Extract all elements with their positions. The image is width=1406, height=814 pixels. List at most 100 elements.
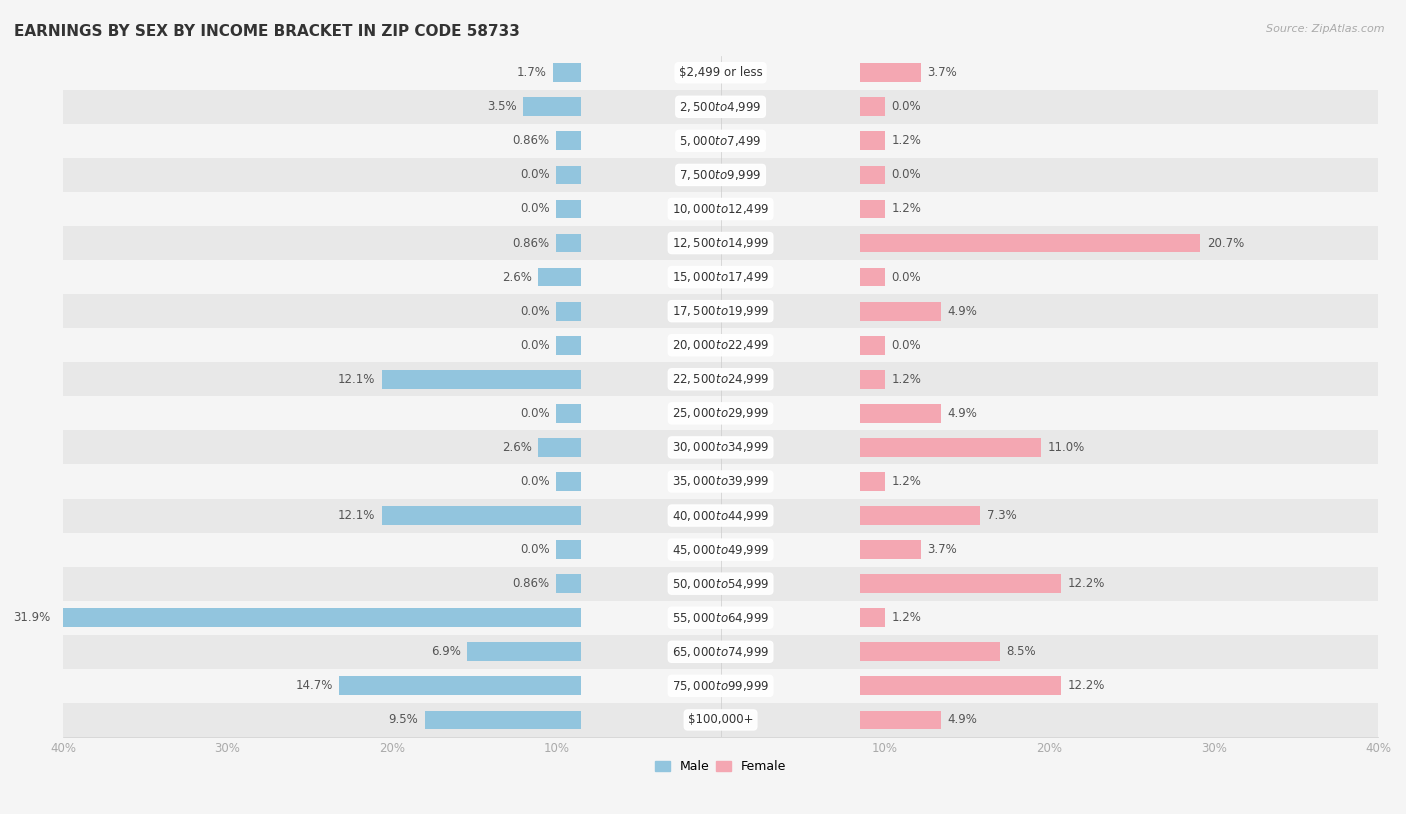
Bar [538,438,581,457]
Bar [63,294,1378,328]
Text: 0.86%: 0.86% [513,237,550,250]
Text: $50,000 to $54,999: $50,000 to $54,999 [672,576,769,591]
Text: 14.7%: 14.7% [295,680,333,693]
Bar [63,635,1378,669]
Bar [538,268,581,287]
Text: $20,000 to $22,499: $20,000 to $22,499 [672,339,769,352]
Bar [557,302,581,321]
Bar [860,165,884,184]
Text: $25,000 to $29,999: $25,000 to $29,999 [672,406,769,420]
Bar [63,90,1378,124]
Text: 0.0%: 0.0% [520,475,550,488]
Text: $55,000 to $64,999: $55,000 to $64,999 [672,610,769,624]
Bar [557,472,581,491]
Text: 0.0%: 0.0% [520,168,550,182]
Bar [557,199,581,218]
Bar [557,165,581,184]
Text: $45,000 to $49,999: $45,000 to $49,999 [672,543,769,557]
Text: 7.3%: 7.3% [987,509,1017,522]
Text: $40,000 to $44,999: $40,000 to $44,999 [672,509,769,523]
Bar [860,506,980,525]
Bar [63,226,1378,260]
Text: $17,500 to $19,999: $17,500 to $19,999 [672,304,769,318]
Text: $35,000 to $39,999: $35,000 to $39,999 [672,475,769,488]
Text: 0.0%: 0.0% [520,339,550,352]
Text: $5,000 to $7,499: $5,000 to $7,499 [679,133,762,148]
Text: 2.6%: 2.6% [502,441,531,454]
Text: 3.5%: 3.5% [486,100,517,113]
Text: 3.7%: 3.7% [928,543,957,556]
Bar [860,540,921,559]
Text: $75,000 to $99,999: $75,000 to $99,999 [672,679,769,693]
Bar [557,234,581,252]
Text: $30,000 to $34,999: $30,000 to $34,999 [672,440,769,454]
Text: 0.0%: 0.0% [891,168,921,182]
Bar [860,711,941,729]
Bar [63,158,1378,192]
Text: 1.7%: 1.7% [516,66,547,79]
Text: 20.7%: 20.7% [1208,237,1244,250]
Bar [63,260,1378,294]
Text: 0.0%: 0.0% [520,543,550,556]
Text: 11.0%: 11.0% [1047,441,1085,454]
Bar [860,404,941,422]
Text: 0.0%: 0.0% [891,339,921,352]
Bar [557,132,581,151]
Bar [467,642,581,661]
Bar [382,506,581,525]
Bar [63,328,1378,362]
Text: $10,000 to $12,499: $10,000 to $12,499 [672,202,769,216]
Bar [557,404,581,422]
Text: 0.0%: 0.0% [520,407,550,420]
Bar [860,132,884,151]
Text: $2,499 or less: $2,499 or less [679,66,762,79]
Bar [63,532,1378,567]
Text: 6.9%: 6.9% [432,646,461,659]
Bar [860,438,1040,457]
Bar [63,669,1378,703]
Text: 4.9%: 4.9% [948,407,977,420]
Text: $12,500 to $14,999: $12,500 to $14,999 [672,236,769,250]
Text: $65,000 to $74,999: $65,000 to $74,999 [672,645,769,659]
Bar [63,465,1378,498]
Text: 12.2%: 12.2% [1067,680,1105,693]
Bar [63,124,1378,158]
Text: 9.5%: 9.5% [388,713,418,726]
Bar [860,575,1060,593]
Text: 0.86%: 0.86% [513,134,550,147]
Bar [557,540,581,559]
Bar [860,63,921,82]
Text: 1.2%: 1.2% [891,373,921,386]
Text: $15,000 to $17,499: $15,000 to $17,499 [672,270,769,284]
Bar [860,302,941,321]
Text: EARNINGS BY SEX BY INCOME BRACKET IN ZIP CODE 58733: EARNINGS BY SEX BY INCOME BRACKET IN ZIP… [14,24,520,39]
Bar [63,567,1378,601]
Text: 12.1%: 12.1% [337,509,375,522]
Text: 1.2%: 1.2% [891,203,921,216]
Bar [63,396,1378,431]
Bar [557,336,581,355]
Bar [557,575,581,593]
Text: 1.2%: 1.2% [891,611,921,624]
Text: $2,500 to $4,999: $2,500 to $4,999 [679,100,762,114]
Text: $7,500 to $9,999: $7,500 to $9,999 [679,168,762,182]
Bar [860,642,1000,661]
Text: 2.6%: 2.6% [502,270,531,283]
Text: 4.9%: 4.9% [948,304,977,317]
Text: 0.0%: 0.0% [891,100,921,113]
Bar [63,431,1378,465]
Bar [63,192,1378,226]
Bar [860,336,884,355]
Bar [63,601,1378,635]
Bar [63,498,1378,532]
Text: Source: ZipAtlas.com: Source: ZipAtlas.com [1267,24,1385,34]
Bar [860,234,1201,252]
Text: 12.2%: 12.2% [1067,577,1105,590]
Text: 3.7%: 3.7% [928,66,957,79]
Text: 31.9%: 31.9% [13,611,51,624]
Bar [63,55,1378,90]
Bar [860,676,1060,695]
Bar [860,472,884,491]
Text: $100,000+: $100,000+ [688,713,754,726]
Legend: Male, Female: Male, Female [650,755,792,778]
